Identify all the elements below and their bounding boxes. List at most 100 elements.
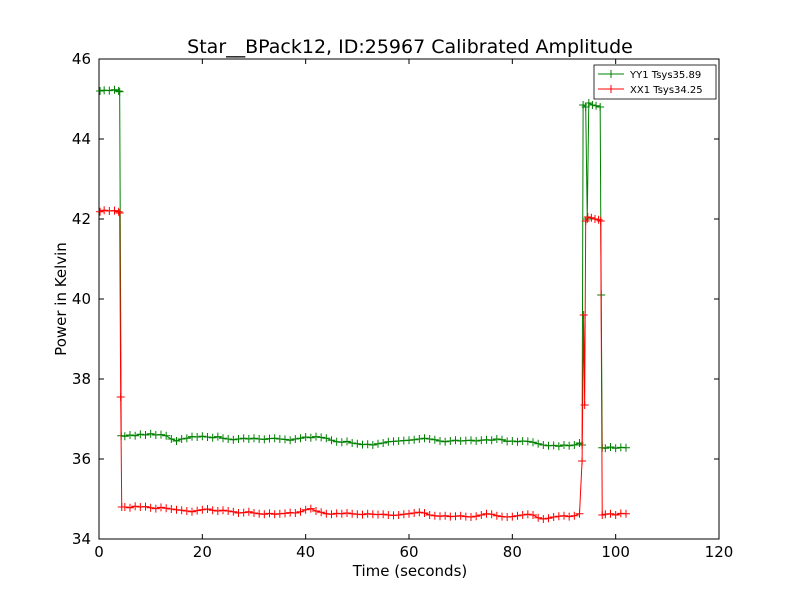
data-point xyxy=(596,217,605,225)
data-point xyxy=(306,504,315,513)
data-point xyxy=(415,435,424,443)
data-point xyxy=(198,505,207,514)
data-point xyxy=(162,504,171,513)
data-point xyxy=(296,507,305,516)
y-tick-label: 46 xyxy=(72,50,91,68)
data-point xyxy=(306,433,315,442)
data-point xyxy=(244,507,253,516)
data-point xyxy=(348,439,357,447)
data-point xyxy=(193,506,202,515)
data-point xyxy=(549,513,558,521)
data-point xyxy=(560,511,568,520)
data-point xyxy=(601,444,610,453)
data-point xyxy=(492,435,501,443)
data-point xyxy=(575,509,584,518)
data-point xyxy=(518,511,527,519)
data-point xyxy=(622,443,630,452)
data-point xyxy=(260,435,269,444)
data-point xyxy=(96,87,105,95)
data-point xyxy=(379,439,388,447)
data-point xyxy=(327,510,336,519)
series-group xyxy=(96,85,630,523)
y-tick-label: 42 xyxy=(72,210,91,228)
data-point xyxy=(182,507,191,515)
data-point xyxy=(270,434,279,443)
data-point xyxy=(451,436,460,445)
data-point xyxy=(327,436,336,445)
data-point xyxy=(430,435,439,444)
data-point xyxy=(239,434,248,443)
data-point xyxy=(534,439,543,448)
data-point xyxy=(312,432,320,441)
data-point xyxy=(606,443,615,451)
data-point xyxy=(368,441,377,449)
series-yy1 xyxy=(96,85,630,453)
data-point xyxy=(379,510,388,519)
legend-box xyxy=(593,64,717,100)
data-point xyxy=(219,434,227,443)
data-point xyxy=(182,434,191,443)
data-point xyxy=(224,435,233,443)
data-point xyxy=(580,401,589,409)
data-point xyxy=(301,505,310,514)
data-point xyxy=(114,207,123,216)
data-point xyxy=(322,434,331,443)
data-point xyxy=(508,512,517,521)
data-point xyxy=(539,441,548,449)
data-point xyxy=(239,508,248,517)
data-point xyxy=(581,217,590,225)
data-point xyxy=(167,435,176,443)
axis-ticks: 0 20 40 60 80 100 120 34 36 38 40 42 44 46 xyxy=(72,50,733,561)
data-point xyxy=(415,508,424,517)
data-point xyxy=(244,435,253,443)
data-point xyxy=(425,511,434,519)
x-tick-label: 40 xyxy=(296,543,315,561)
data-point xyxy=(513,437,522,446)
data-point xyxy=(151,504,160,513)
data-point xyxy=(146,429,155,438)
data-point xyxy=(157,503,165,512)
data-point xyxy=(115,87,124,96)
data-point xyxy=(172,437,181,445)
data-point xyxy=(560,441,568,449)
data-point xyxy=(213,507,222,515)
data-point xyxy=(539,515,548,523)
data-point xyxy=(591,215,599,223)
plot-area xyxy=(98,58,720,540)
data-point xyxy=(529,438,537,447)
data-point xyxy=(523,510,532,519)
y-tick-label: 44 xyxy=(72,130,91,148)
data-point xyxy=(343,437,351,446)
data-point xyxy=(193,433,202,441)
data-point xyxy=(353,439,362,448)
data-point xyxy=(565,512,574,521)
y-tick-label: 34 xyxy=(72,530,91,548)
data-point xyxy=(96,207,105,216)
series-xx1 xyxy=(96,206,630,523)
data-point xyxy=(136,430,145,439)
data-point xyxy=(534,513,543,522)
data-point xyxy=(224,507,233,515)
data-point xyxy=(162,431,171,440)
data-point xyxy=(420,434,429,443)
data-point xyxy=(115,209,124,217)
data-point xyxy=(126,503,134,512)
data-point xyxy=(549,441,558,450)
data-point xyxy=(606,509,615,518)
data-point xyxy=(508,437,517,445)
data-point xyxy=(229,435,238,444)
data-point xyxy=(472,437,481,445)
data-point xyxy=(141,431,150,439)
data-point xyxy=(363,440,372,449)
data-point xyxy=(594,215,603,224)
data-point xyxy=(203,433,212,441)
legend-marker-yy1 xyxy=(607,70,615,78)
data-point xyxy=(203,505,212,513)
data-point xyxy=(583,213,592,221)
y-tick-label: 38 xyxy=(72,370,91,388)
data-point xyxy=(337,509,346,518)
data-point xyxy=(596,103,605,111)
data-point xyxy=(291,509,300,517)
data-point xyxy=(286,436,295,445)
